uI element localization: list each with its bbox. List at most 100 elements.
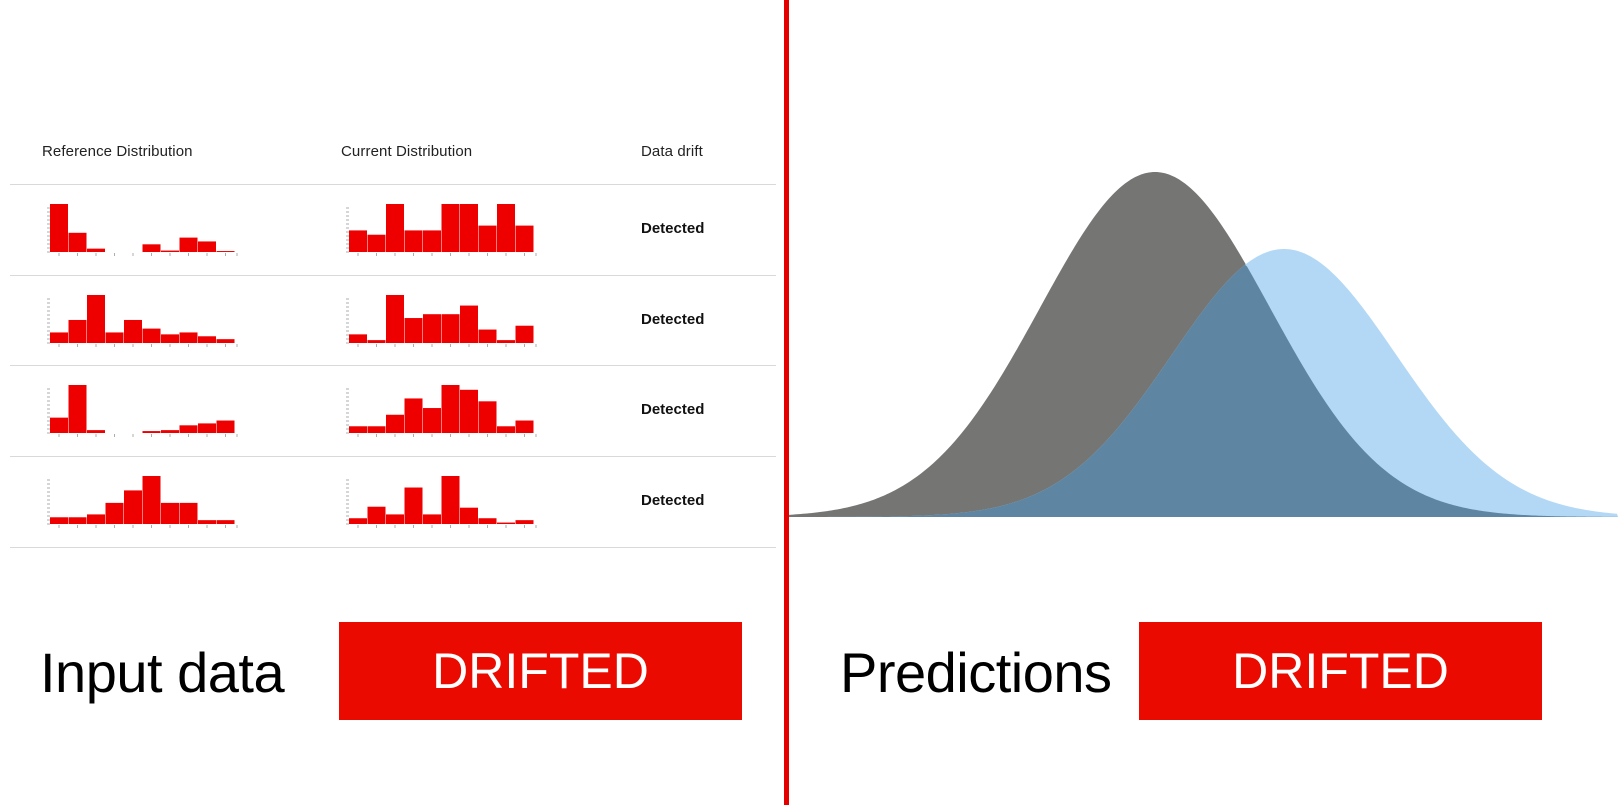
histogram-bar (497, 426, 515, 433)
histogram-bar (441, 385, 460, 433)
histogram-bar (423, 514, 441, 524)
current-histogram (346, 204, 537, 256)
current-histogram (346, 385, 537, 437)
histogram-bar (367, 340, 386, 343)
current-distribution-header: Current Distribution (341, 143, 473, 160)
histogram-bar (386, 414, 404, 433)
histogram-bar (87, 514, 105, 524)
histogram-bar (367, 426, 386, 433)
histogram-bar (423, 314, 441, 343)
reference-histogram (47, 385, 238, 437)
histogram-bar (386, 295, 404, 343)
histogram-bar (515, 325, 534, 343)
histogram-bar (478, 225, 497, 252)
histogram-bar (87, 248, 105, 252)
reference-distribution-header: Reference Distribution (42, 143, 193, 160)
histogram-bar (142, 476, 161, 524)
predictions-panel: Predictions DRIFTED (789, 0, 1618, 805)
histogram-bar (497, 204, 515, 252)
histogram-bar (68, 232, 87, 252)
histogram-bar (198, 423, 216, 433)
predictions-drift-badge: DRIFTED (1139, 622, 1542, 720)
histogram-bar (349, 230, 367, 252)
histogram-bar (404, 230, 423, 252)
input-drift-badge: DRIFTED (339, 622, 742, 720)
histogram-bar (50, 517, 68, 524)
histogram-bar (515, 225, 534, 252)
input-data-label: Input data (40, 641, 285, 704)
histogram-bar (478, 401, 497, 433)
histogram-bar (515, 520, 534, 524)
histogram-bar (367, 234, 386, 252)
histogram-bar (216, 420, 235, 433)
table-row: Detected (10, 185, 776, 275)
histogram-bar (404, 398, 423, 433)
histogram-bar (105, 502, 124, 524)
histogram-bar (87, 430, 105, 433)
table-divider (10, 456, 776, 457)
histogram-bar (515, 420, 534, 433)
histogram-bar (441, 314, 460, 343)
table-row: Detected (10, 457, 776, 547)
histogram-bar (179, 502, 198, 524)
histogram-bar (179, 237, 198, 252)
histogram-bar (161, 430, 179, 433)
histogram-bar (68, 319, 87, 343)
histogram-bar (441, 476, 460, 524)
histogram-bar (404, 318, 423, 343)
histogram-bar (179, 332, 198, 343)
histogram-bar (179, 425, 198, 433)
histogram-bar (142, 244, 161, 252)
table-row: Detected (10, 276, 776, 366)
histogram-bar (441, 204, 460, 252)
histogram-bar (216, 251, 235, 252)
histogram-bar (423, 230, 441, 252)
histogram-bar (349, 426, 367, 433)
histogram-bar (198, 520, 216, 524)
histogram-bar (216, 339, 235, 343)
current-histogram (346, 295, 537, 347)
histogram-bar (142, 431, 161, 433)
histogram-bar (161, 502, 179, 524)
table-divider (10, 547, 776, 548)
current-histogram (346, 476, 537, 528)
table-divider (10, 184, 776, 185)
histogram-bar (423, 408, 441, 433)
histogram-bar (198, 241, 216, 252)
table-divider (10, 275, 776, 276)
reference-histogram (47, 476, 238, 528)
histogram-bar (460, 507, 478, 524)
histogram-bar (460, 305, 478, 343)
histogram-bar (87, 295, 105, 343)
reference-histogram (47, 295, 238, 347)
histogram-bar (349, 334, 367, 343)
table-divider (10, 365, 776, 366)
input-data-panel: Reference Distribution Current Distribut… (0, 0, 784, 805)
histogram-bar (478, 329, 497, 343)
histogram-bar (349, 518, 367, 524)
histogram-bar (68, 517, 87, 524)
histogram-bar (460, 389, 478, 433)
histogram-bar (460, 204, 478, 252)
histogram-bar (124, 319, 142, 343)
histogram-bar (161, 250, 179, 252)
drift-status: Detected (641, 401, 705, 418)
data-drift-header: Data drift (641, 143, 703, 160)
histogram-bar (404, 487, 423, 524)
panel-divider (784, 0, 789, 805)
table-row: Detected (10, 366, 776, 456)
predictions-label: Predictions (840, 641, 1112, 704)
histogram-bar (105, 332, 124, 343)
histogram-bar (142, 328, 161, 343)
prediction-distribution-chart (789, 172, 1618, 517)
histogram-bar (497, 522, 515, 524)
overlap-region (789, 264, 1618, 517)
histogram-bar (216, 520, 235, 524)
histogram-bar (50, 417, 68, 433)
histogram-bar (68, 385, 87, 433)
histogram-bar (386, 514, 404, 524)
drift-status: Detected (641, 492, 705, 509)
drift-status: Detected (641, 311, 705, 328)
histogram-bar (124, 490, 142, 524)
histogram-bar (50, 332, 68, 343)
